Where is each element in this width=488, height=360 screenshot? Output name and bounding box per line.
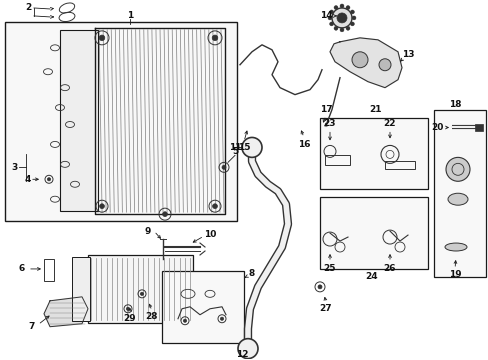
Bar <box>5 22 237 221</box>
Circle shape <box>212 35 217 41</box>
Text: 29: 29 <box>123 314 136 323</box>
Text: 26: 26 <box>383 265 395 274</box>
Circle shape <box>242 138 262 157</box>
Ellipse shape <box>444 243 466 251</box>
Text: 9: 9 <box>144 226 151 235</box>
Circle shape <box>339 4 343 8</box>
Circle shape <box>183 319 186 322</box>
Polygon shape <box>329 38 401 87</box>
Text: 5: 5 <box>231 147 238 156</box>
Text: 21: 21 <box>368 105 381 114</box>
Circle shape <box>163 212 167 217</box>
Text: 16: 16 <box>297 140 309 149</box>
Circle shape <box>47 178 50 181</box>
Circle shape <box>317 285 321 289</box>
Ellipse shape <box>447 193 467 205</box>
Circle shape <box>331 8 351 28</box>
Circle shape <box>346 26 349 30</box>
Circle shape <box>140 292 143 296</box>
Circle shape <box>351 16 355 20</box>
Circle shape <box>327 16 331 20</box>
Bar <box>319 117 427 189</box>
Text: 18: 18 <box>448 100 460 109</box>
Text: 1: 1 <box>126 12 133 21</box>
Bar <box>384 161 414 169</box>
Circle shape <box>329 10 333 14</box>
Text: 8: 8 <box>248 269 255 278</box>
Circle shape <box>100 204 104 208</box>
Text: 20: 20 <box>430 123 442 132</box>
Bar <box>72 257 90 321</box>
Circle shape <box>238 339 258 359</box>
Text: 28: 28 <box>145 312 158 321</box>
Text: 2: 2 <box>25 4 31 13</box>
Text: 27: 27 <box>319 304 332 313</box>
Text: 10: 10 <box>203 230 216 239</box>
Bar <box>319 197 427 269</box>
Circle shape <box>350 10 354 14</box>
Bar <box>60 30 98 211</box>
Text: 7: 7 <box>29 322 35 331</box>
Text: 17: 17 <box>319 105 332 114</box>
Text: 14: 14 <box>319 12 332 21</box>
Text: 24: 24 <box>365 273 378 282</box>
Bar <box>325 156 349 165</box>
Bar <box>44 259 54 281</box>
Circle shape <box>126 307 129 310</box>
Circle shape <box>339 28 343 32</box>
Circle shape <box>329 22 333 26</box>
Text: 22: 22 <box>383 119 395 128</box>
Text: 15: 15 <box>237 143 250 152</box>
Circle shape <box>220 317 223 320</box>
Circle shape <box>378 59 390 71</box>
Text: 13: 13 <box>401 50 413 59</box>
Bar <box>474 123 482 131</box>
Bar <box>433 109 485 277</box>
Circle shape <box>350 22 354 26</box>
Circle shape <box>99 35 104 41</box>
Circle shape <box>333 26 337 30</box>
Text: 25: 25 <box>323 265 336 274</box>
Text: 12: 12 <box>235 350 248 359</box>
Text: 6: 6 <box>19 265 25 274</box>
Bar <box>88 255 193 323</box>
Circle shape <box>346 6 349 10</box>
Circle shape <box>336 13 346 23</box>
Text: 3: 3 <box>11 163 17 172</box>
Text: 4: 4 <box>25 175 31 184</box>
Text: 23: 23 <box>323 119 336 128</box>
Bar <box>162 271 244 343</box>
Polygon shape <box>44 297 88 327</box>
Text: 19: 19 <box>448 270 460 279</box>
Circle shape <box>333 6 337 10</box>
Text: 11: 11 <box>228 143 241 152</box>
Circle shape <box>212 204 217 208</box>
Circle shape <box>351 52 367 68</box>
Circle shape <box>445 157 469 181</box>
Circle shape <box>222 165 225 169</box>
